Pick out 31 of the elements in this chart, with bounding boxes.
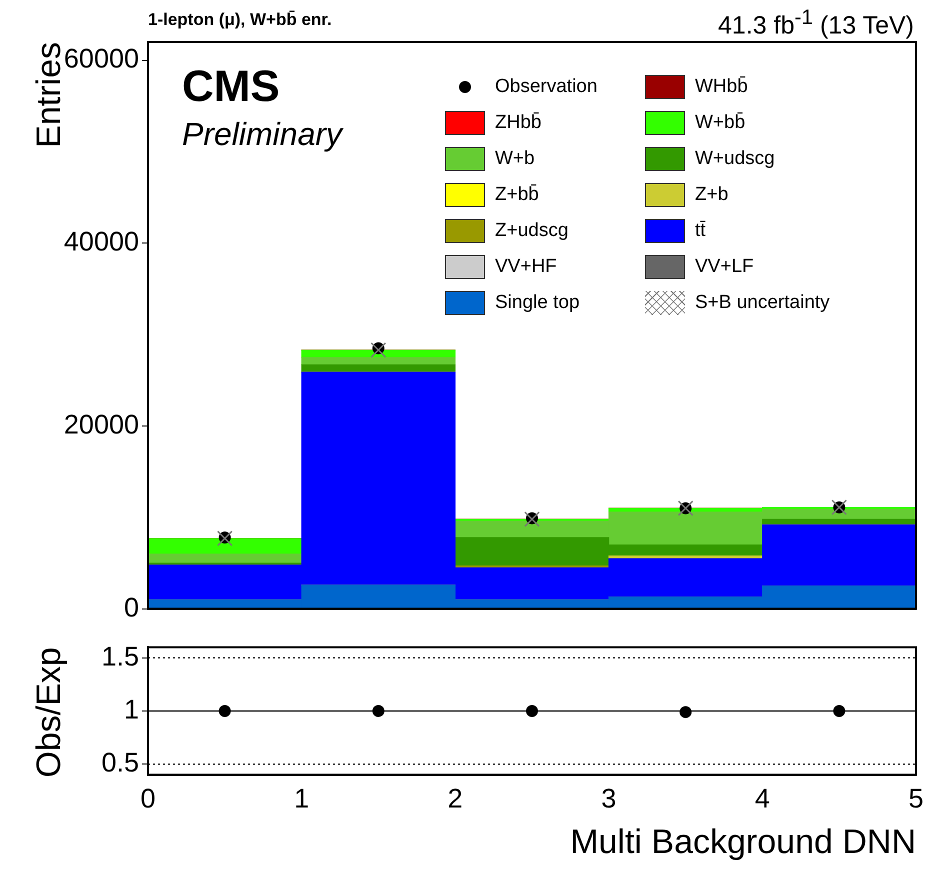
- chart-subtitle: 41.3 fb$^{-1}$ (13 TeV): [718, 6, 914, 40]
- x-tick-label: 1: [294, 783, 310, 814]
- y-tick-label: 1: [124, 694, 139, 724]
- x-axis-title: Multi Background DNN: [570, 822, 916, 861]
- x-tick-label: 4: [754, 783, 770, 814]
- annotation: Preliminary: [182, 116, 342, 153]
- x-tick-label: 3: [601, 783, 616, 814]
- annotation: CMS: [182, 62, 280, 112]
- legend-label: ZHbb̄: [495, 112, 542, 134]
- y-tick-label: 0: [124, 592, 139, 622]
- legend-label: VV+LF: [695, 256, 754, 278]
- legend-label: W+b: [495, 148, 535, 170]
- y-tick-label: 40000: [64, 226, 139, 257]
- legend-label: Z+b: [695, 184, 728, 206]
- legend-label: Z+udscg: [495, 220, 568, 242]
- legend-label: W+bb̄: [695, 112, 746, 134]
- legend-label: S+B uncertainty: [695, 292, 830, 314]
- y-tick-label: 1.5: [101, 641, 139, 672]
- legend-label: W+udscg: [695, 148, 775, 170]
- legend-label: Single top: [495, 292, 580, 314]
- legend-label: Observation: [495, 76, 598, 98]
- y-axis-title: Obs/Exp: [30, 647, 68, 778]
- legend-label: tt̄: [695, 220, 706, 242]
- y-tick-label: 0.5: [101, 748, 139, 778]
- legend-label: Z+bb̄: [495, 184, 539, 206]
- legend-label: WHbb̄: [695, 76, 748, 98]
- legend-label: VV+HF: [495, 256, 557, 278]
- x-tick-label: 2: [448, 783, 463, 814]
- y-tick-label: 20000: [64, 409, 139, 440]
- chart-title: 1-lepton (μ), W+bb̄ enr.: [148, 10, 332, 30]
- x-tick-label: 5: [908, 783, 924, 814]
